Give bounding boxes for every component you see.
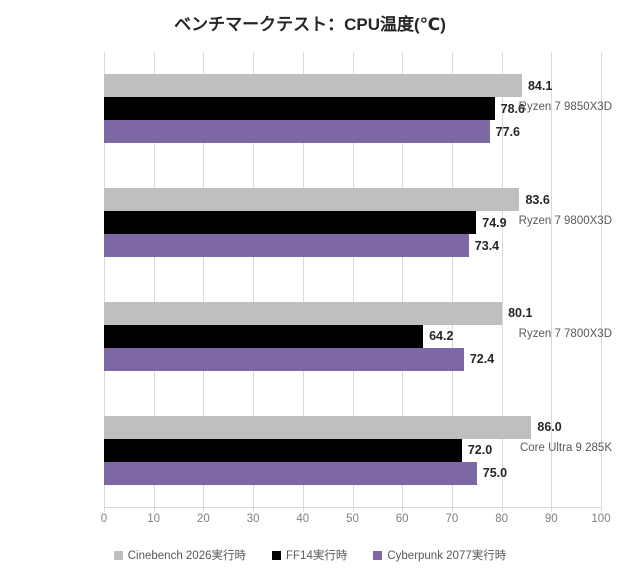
bar-value-label: 73.4 [474,238,500,253]
y-axis-category-label: Ryzen 7 7800X3D [518,328,612,341]
bar [104,438,462,462]
x-tick-mark-20 [203,507,205,512]
bar [104,211,477,235]
gridline-0 [104,52,105,507]
x-tick-label-70: 70 [445,513,459,525]
bar [104,188,520,212]
y-axis-category-label: Core Ultra 9 285K [519,442,612,455]
bar [104,120,490,144]
legend-label: FF14実行時 [286,550,348,562]
plot-area: 84.1 78.6 77.6 83.6 74.9 73.4 80.1 64.2 72.4 86.0… [104,52,602,507]
x-tick-label-50: 50 [346,513,359,525]
x-tick-mark-0 [104,507,105,512]
bar-value-label: 74.9 [482,215,507,230]
gridline-10 [153,52,155,507]
x-tick-label-10: 10 [147,513,161,525]
bar [104,301,503,325]
bar-value-label: 78.6 [500,101,525,116]
bar-row: 64.2 [104,324,601,348]
bar-value-label: 72.0 [467,443,493,458]
x-tick-mark-80 [501,507,503,512]
legend-item: Cyberpunk 2077実行時 [373,547,506,563]
bar [104,234,469,258]
bar-group: 80.1 64.2 72.4 [104,301,601,371]
x-tick-label-100: 100 [591,513,611,525]
gridline-80 [501,52,503,507]
x-tick-label-80: 80 [495,513,508,525]
legend-swatch-icon [373,550,383,560]
bar-group: 86.0 72.0 75.0 [104,415,601,485]
x-tick-label-60: 60 [395,513,409,525]
x-tick-label-30: 30 [246,513,260,525]
legend-swatch-icon [272,550,281,560]
bar-row: 86.0 [104,415,601,439]
x-tick-label-90: 90 [544,513,558,525]
legend-label: Cyberpunk 2077実行時 [387,550,507,562]
bar-value-label: 72.4 [469,352,495,367]
gridline-20 [203,52,205,507]
x-tick-mark-60 [402,507,404,512]
bar-row: 84.1 [104,74,601,98]
bar-row: 72.0 [104,438,601,462]
bar-row: 72.4 [104,347,601,371]
y-axis-category-label: Ryzen 7 9800X3D [518,214,612,227]
bar-group: 84.1 78.6 77.6 [104,74,601,144]
gridline-100 [601,52,602,507]
gridline-70 [451,52,453,507]
x-tick-mark-10 [153,507,155,512]
x-tick-mark-40 [302,507,304,512]
x-tick-mark-100 [601,507,602,512]
x-tick-mark-30 [253,507,255,512]
bar [104,97,495,121]
x-tick-mark-90 [551,507,553,512]
bar-value-label: 83.6 [525,192,550,207]
bar-row: 73.4 [104,234,601,258]
gridline-40 [302,52,304,507]
gridline-30 [253,52,255,507]
x-tick-label-20: 20 [196,513,210,525]
x-tick-mark-70 [451,507,453,512]
chart-title: ベンチマークテスト：CPU温度(℃) [174,15,446,34]
legend-item: FF14実行時 [272,547,347,563]
legend-swatch-icon [113,550,123,560]
bar [104,74,522,98]
bar-value-label: 84.1 [527,78,553,93]
bar-group: 83.6 74.9 73.4 [104,188,601,258]
gridline-50 [352,52,354,507]
gridline-60 [402,52,404,507]
legend-item: Cinebench 2026実行時 [113,547,246,563]
x-tick-label-40: 40 [296,513,310,525]
bar-row: 83.6 [104,188,601,212]
bar-row: 80.1 [104,301,601,325]
bar [104,347,464,371]
bar-value-label: 64.2 [429,329,454,344]
bar-value-label: 80.1 [508,306,533,321]
bar-value-label: 86.0 [537,420,562,435]
bar-value-label: 77.6 [495,124,521,139]
bar [104,324,424,348]
bar-row: 74.9 [104,211,601,235]
bar-row: 77.6 [104,120,601,144]
bar-row: 75.0 [104,461,601,485]
x-tick-label-0: 0 [100,513,108,525]
y-axis-category-label: Ryzen 7 9850X3D [518,100,612,113]
legend-label: Cinebench 2026実行時 [127,550,246,562]
bar-value-label: 75.0 [482,466,508,481]
gridline-90 [551,52,553,507]
x-tick-mark-50 [352,507,354,512]
bar [104,461,477,485]
bar-row: 78.6 [104,97,601,121]
chart-legend: Cinebench 2026実行時 FF14実行時 Cyberpunk 2077実行… [0,547,620,563]
bar [104,415,532,439]
